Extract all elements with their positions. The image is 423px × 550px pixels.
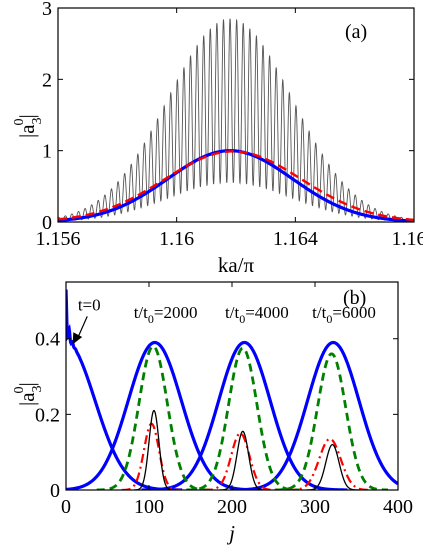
panel-b-series-green-dashed-peak-3 — [275, 352, 389, 490]
panel-b-ytick-label: 0.2 — [35, 404, 60, 426]
panel-b-series-blue-solid-peak-3 — [141, 340, 348, 490]
panel-a-series-blue — [58, 149, 414, 222]
panel-a-ylabel-main: |a — [15, 124, 39, 138]
panel-b-series-black-solid-peak-2 — [219, 430, 267, 490]
panel-a-xtick-label: 1.16 — [159, 228, 194, 250]
panel-b-ylabel-main: |a — [15, 392, 39, 406]
panel-a-plot-area — [58, 18, 414, 222]
panel-a-ylabel-tail: | — [15, 114, 39, 118]
annotation-time-2: t/t0=4000 — [225, 303, 289, 326]
panel-b-xtick-label: 0 — [61, 496, 71, 518]
panel-a-series-oscillating — [58, 18, 414, 222]
panel-b-xtick-label: 300 — [300, 496, 330, 518]
panel-b-series-red-dashdot-peak-1 — [121, 422, 182, 490]
annotation-t0: t=0 — [78, 295, 101, 314]
panel-b-xtick-label: 100 — [134, 496, 164, 518]
panel-a-ticks: 1.156 1.16 1.164 1.168 0 1 2 3 — [36, 0, 423, 250]
panel-b-series-green-dashed-peak-2 — [186, 346, 300, 490]
panel-a-frame — [57, 7, 415, 223]
svg-text:|a30|: |a30| — [12, 114, 45, 138]
panel-b-series-black-solid-peak-3 — [305, 443, 359, 490]
panel-b-ticks: 0 100 200 300 400 0 0.2 0.4 — [35, 282, 413, 518]
panel-a-xtick-label: 1.156 — [36, 228, 81, 250]
panel-b-annotations: t=0 t/t0=2000 t/t0=4000 t/t0=6000 — [72, 295, 376, 345]
annotation-time-1: t/t0=2000 — [134, 303, 198, 326]
svg-text:|a30|: |a30| — [12, 382, 45, 406]
panel-b-series-red-dashdot-peak-3 — [286, 437, 374, 490]
panel-b-series-red-dashdot-peak-2 — [203, 432, 277, 490]
panel-a-ytick-label: 0 — [42, 212, 52, 234]
panel-b-ylabel: |a30| — [12, 382, 45, 406]
panel-b-ylabel-sub: 3 — [30, 385, 45, 392]
panel-b-tag: (b) — [343, 287, 366, 309]
panel-b-series-blue-solid-peak-2 — [66, 340, 262, 490]
panel-a-xtick-label: 1.168 — [392, 228, 423, 250]
panel-b-xlabel: j — [226, 521, 235, 545]
panel-b-ytick-label: 0.4 — [35, 329, 60, 351]
panel-a-xtick-label: 1.164 — [273, 228, 318, 250]
panel-a-ylabel-sub: 3 — [30, 117, 45, 124]
panel-a-ytick-label: 2 — [42, 69, 52, 91]
panel-b-xtick-label: 200 — [217, 496, 247, 518]
panel-b-ylabel-tail: | — [15, 382, 39, 386]
panel-a-ytick-label: 3 — [42, 0, 52, 20]
panel-a-tag: (a) — [345, 21, 367, 43]
panel-b-xtick-label: 400 — [383, 496, 413, 518]
annotation-time-3: t/t0=6000 — [312, 303, 376, 326]
panel-b-series-blue-solid-peak-4 — [230, 340, 398, 490]
panel-b-series-black-solid-peak-1 — [134, 409, 174, 490]
panel-b-series-green-dashed-peak-1 — [96, 344, 210, 490]
panel-b-ylabel-sup: 0 — [12, 386, 27, 393]
panel-a-ylabel-sup: 0 — [12, 118, 27, 125]
panel-b-ytick-label: 0 — [50, 480, 60, 502]
panel-a-xlabel: ka/π — [218, 253, 255, 277]
panel-a-series-red-dashed — [58, 150, 414, 222]
panel-a-ytick-label: 1 — [42, 141, 52, 163]
panel-a-ylabel: |a30| — [12, 114, 45, 138]
annotation-t0-arrow-head — [72, 332, 83, 345]
